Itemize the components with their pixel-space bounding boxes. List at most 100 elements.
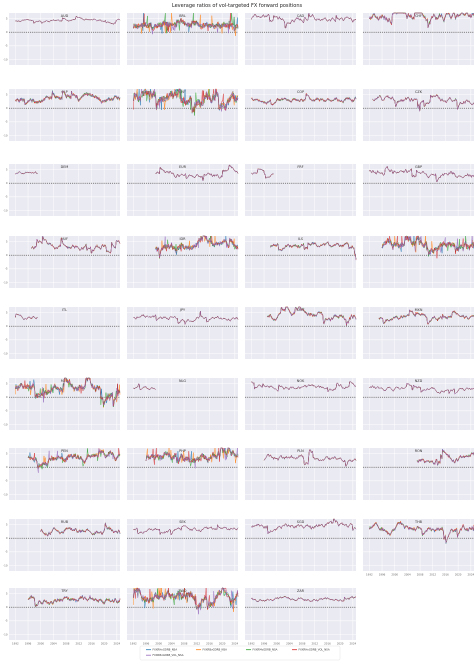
y-tick-label: -5 — [5, 44, 8, 48]
panel-nok: NOK — [245, 378, 357, 430]
series-line — [251, 12, 357, 29]
y-tick-label: 5 — [6, 451, 8, 455]
series-line — [155, 235, 239, 258]
panel-background — [245, 164, 356, 216]
series-line — [15, 377, 121, 407]
panel-title: PLN — [297, 449, 304, 453]
panel-title: EUR — [179, 165, 187, 169]
panel-background — [363, 307, 474, 359]
legend: FXXRHvGDRB_NSA FXXRBvGDRB_NSA FXXRMvGDRB_N… — [139, 645, 341, 661]
panel-background — [9, 519, 120, 571]
series-line — [133, 19, 239, 35]
series-line — [263, 449, 357, 467]
panel-try: TRY 5 0 -5 -10 — [3, 588, 121, 640]
panel-title: SGD — [297, 520, 305, 524]
x-tick-label: 2000 — [391, 573, 398, 577]
y-tick-label: 0 — [6, 181, 8, 185]
panel-krw: KRW — [245, 306, 357, 359]
series-line — [267, 306, 357, 325]
series-line — [369, 521, 474, 543]
panel-pen: PEN 5 0 -5 -10 — [3, 447, 121, 500]
x-tick-label: 2008 — [181, 642, 188, 646]
series-line — [27, 448, 121, 474]
panel-background — [363, 164, 474, 216]
x-tick-label: 2000 — [37, 642, 44, 646]
panel-title: MXN — [415, 308, 423, 312]
panel-itl: ITL 5 0 -5 -10 — [3, 307, 120, 359]
series-line — [15, 313, 38, 320]
panel-thb: THB — [363, 519, 474, 571]
panel-title: COP — [297, 90, 304, 94]
series-line — [15, 171, 38, 175]
series-line — [133, 383, 156, 390]
panel-title: CNY — [179, 90, 187, 94]
series-line — [251, 381, 357, 393]
panel-background — [9, 13, 120, 65]
panel-pln: PLN — [245, 448, 357, 500]
y-tick-label: -10 — [3, 632, 8, 636]
panel-background — [127, 307, 238, 359]
panel-background — [245, 13, 356, 65]
panel-background — [245, 236, 356, 288]
panel-title: NOK — [297, 379, 305, 383]
panel-background — [9, 588, 120, 640]
series-line — [251, 93, 357, 106]
x-tick-label: 1996 — [143, 642, 150, 646]
y-tick-label: -5 — [5, 409, 8, 413]
y-tick-label: -10 — [3, 208, 8, 212]
x-tick-label: 1992 — [12, 642, 19, 646]
panel-title: BRL — [179, 14, 186, 18]
panel-background — [245, 448, 356, 500]
x-tick-label: 1992 — [248, 642, 255, 646]
y-tick-label: -10 — [3, 492, 8, 496]
legend-box — [139, 645, 341, 661]
x-tick-label: 2012 — [429, 573, 436, 577]
series-line — [15, 16, 121, 25]
series-line — [378, 309, 474, 324]
panel-title: FRF — [297, 165, 303, 169]
y-tick-label: -10 — [3, 422, 8, 426]
x-tick-label: 2024 — [232, 642, 239, 646]
panel-background — [363, 13, 474, 65]
y-tick-label: -5 — [5, 550, 8, 554]
x-tick-label: 2008 — [63, 642, 70, 646]
panel-nzd: NZD — [363, 378, 474, 430]
y-tick-label: 5 — [6, 522, 8, 526]
x-tick-label: 2020 — [455, 573, 462, 577]
x-tick-label: 2016 — [88, 642, 95, 646]
panel-title: HUF — [61, 237, 68, 241]
panel-sgd: SGD — [245, 518, 357, 571]
x-tick-label: 2004 — [286, 642, 293, 646]
series-line — [40, 522, 121, 537]
y-tick-label: 0 — [6, 605, 8, 609]
y-tick-label: -10 — [3, 563, 8, 567]
series-line — [251, 168, 274, 179]
x-tick-label: 2004 — [404, 573, 411, 577]
series-line — [372, 94, 474, 112]
series-line — [145, 447, 239, 465]
series-line — [251, 518, 357, 535]
x-tick-label: 2020 — [219, 642, 226, 646]
panel-title: ILS — [298, 237, 303, 241]
series-line — [133, 524, 239, 535]
panel-background — [127, 164, 238, 216]
y-tick-label: 0 — [6, 395, 8, 399]
x-tick-label: 1996 — [261, 642, 268, 646]
panel-brl: BRL — [127, 12, 239, 65]
legend-entry: FXXRBvGDRB_NSA — [203, 648, 228, 652]
series-line — [31, 235, 121, 254]
panel-title: PHP — [179, 449, 186, 453]
y-tick-label: 5 — [6, 310, 8, 314]
panel-frf: FRF — [245, 164, 356, 216]
x-tick-label: 2000 — [155, 642, 162, 646]
y-tick-label: 5 — [6, 92, 8, 96]
panel-title: CAD — [297, 14, 305, 18]
panel-title: NLG — [179, 379, 186, 383]
y-tick-label: 5 — [6, 239, 8, 243]
panel-title: RON — [415, 449, 423, 453]
y-tick-label: 5 — [6, 16, 8, 20]
panel-background — [363, 236, 474, 288]
y-tick-label: -5 — [5, 479, 8, 483]
panel-title: DEM — [61, 165, 69, 169]
panel-background — [363, 89, 474, 141]
